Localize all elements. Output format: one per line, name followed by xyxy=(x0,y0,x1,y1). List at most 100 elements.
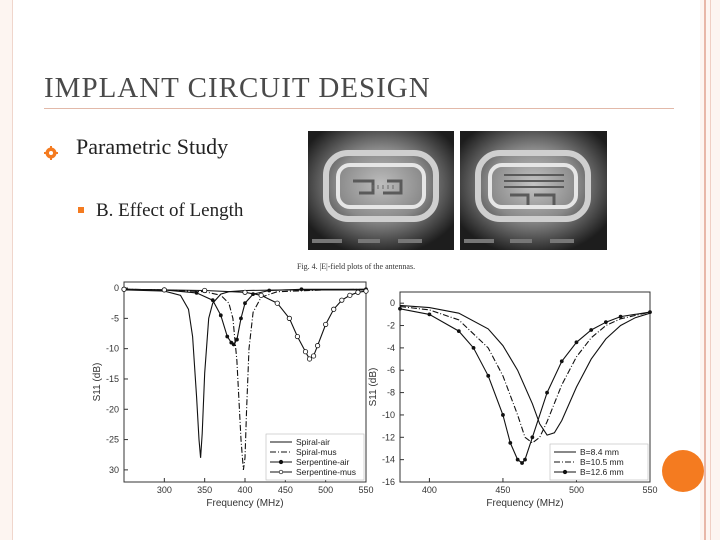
legend-entry: B=12.6 mm xyxy=(580,467,624,477)
series-line-b-12-6-mm xyxy=(399,308,651,464)
bullet-level-1: Parametric Study xyxy=(44,134,228,160)
data-point xyxy=(243,301,247,306)
chart-s11-antenna-types: 300 350 400 450 500 550 0 -5 -10 -15 -20 -25 30 Frequ… xyxy=(92,281,374,509)
bullet-level-2: B. Effect of Length xyxy=(78,200,243,222)
slide-frame-left xyxy=(0,0,13,540)
y-tick-label: -14 xyxy=(382,455,395,465)
x-tick-label: 500 xyxy=(318,485,333,495)
data-point xyxy=(306,356,313,362)
y-tick-label: -10 xyxy=(106,344,119,354)
data-point xyxy=(508,440,513,445)
data-point xyxy=(486,373,491,378)
data-point xyxy=(545,390,549,395)
y-tick-label: -6 xyxy=(387,365,395,375)
y-tick-label: -2 xyxy=(387,321,395,331)
data-point xyxy=(218,313,223,318)
data-point xyxy=(347,292,353,298)
legend-marker xyxy=(278,459,284,465)
data-point xyxy=(210,298,215,303)
data-point xyxy=(229,340,234,345)
y-tick-label: -25 xyxy=(106,435,119,445)
data-point xyxy=(239,316,243,321)
y-tick-label: -16 xyxy=(382,477,395,487)
data-point xyxy=(559,359,564,364)
square-bullet-icon xyxy=(78,206,84,213)
legend-marker xyxy=(562,469,568,475)
y-axis-label: S11 (dB) xyxy=(368,368,379,407)
y-tick-label: -20 xyxy=(106,404,119,414)
x-axis-label: Frequency (MHz) xyxy=(206,498,283,509)
data-point xyxy=(315,343,321,349)
y-tick-label: 0 xyxy=(390,298,395,308)
data-point xyxy=(589,328,594,332)
x-tick-label: 500 xyxy=(569,485,584,495)
data-point xyxy=(202,287,208,294)
data-point xyxy=(603,320,608,325)
data-point xyxy=(302,349,309,355)
y-tick-label: -8 xyxy=(387,388,395,398)
y-tick-label: -15 xyxy=(106,374,119,384)
data-point xyxy=(501,413,505,417)
data-point xyxy=(231,342,236,347)
title-divider xyxy=(44,108,674,109)
y-axis-label: S11 (dB) xyxy=(92,363,103,402)
figure-caption: Fig. 4. |E|-field plots of the antennas. xyxy=(297,262,416,271)
y-tick-label: -4 xyxy=(387,343,395,353)
data-point xyxy=(618,314,623,319)
y-tick-label: -5 xyxy=(111,313,119,323)
data-point xyxy=(310,353,317,359)
y-tick-label: -12 xyxy=(382,432,395,442)
data-point xyxy=(161,287,167,293)
legend-marker xyxy=(278,469,284,475)
bullet-2-text: B. Effect of Length xyxy=(96,200,244,221)
data-point xyxy=(530,435,535,440)
y-tick-label: -10 xyxy=(382,410,395,420)
data-point xyxy=(242,289,248,295)
series-line-spiral-mus xyxy=(123,288,367,470)
x-tick-label: 400 xyxy=(237,485,252,495)
slide-frame-line-inner xyxy=(710,0,711,540)
data-point xyxy=(274,300,280,306)
data-point xyxy=(574,340,579,345)
legend-entry: Spiral-mus xyxy=(296,447,337,457)
data-point xyxy=(225,334,230,339)
data-point xyxy=(323,321,329,328)
slide-title: IMPLANT CIRCUIT DESIGN xyxy=(44,72,431,104)
x-tick-label: 550 xyxy=(642,485,657,495)
y-tick-label: 0 xyxy=(114,283,119,293)
data-point xyxy=(267,288,272,293)
chart-s11-effect-of-length: 400 450 500 550 0 -2 -4 -6 -8 -10 -12 -14 -16 Frequen… xyxy=(368,291,658,509)
x-tick-label: 350 xyxy=(197,485,212,495)
data-point xyxy=(471,345,476,350)
series-line-b-8-4-mm xyxy=(399,304,651,436)
legend-entry: Spiral-air xyxy=(296,437,330,447)
data-point xyxy=(523,457,527,462)
legend-entry: B=10.5 mm xyxy=(580,457,624,467)
data-point xyxy=(363,288,369,294)
x-axis-label: Frequency (MHz) xyxy=(486,498,563,509)
data-point xyxy=(339,297,345,303)
x-tick-label: 450 xyxy=(495,485,510,495)
data-point xyxy=(456,329,461,334)
x-tick-label: 450 xyxy=(278,485,293,495)
series-line-spiral-air xyxy=(123,289,366,458)
slide-frame-line xyxy=(704,0,706,540)
data-point xyxy=(286,315,292,321)
legend-entry: Serpentine-mus xyxy=(296,467,356,477)
legend-entry: B=8.4 mm xyxy=(580,447,619,457)
gear-bullet-icon xyxy=(44,140,58,160)
data-point xyxy=(427,312,432,317)
data-point xyxy=(121,286,127,292)
data-point xyxy=(258,292,264,298)
x-tick-label: 550 xyxy=(358,485,373,495)
x-tick-label: 400 xyxy=(422,485,437,495)
data-point xyxy=(235,337,239,342)
x-tick-label: 300 xyxy=(157,485,172,495)
data-point xyxy=(520,461,524,465)
data-point xyxy=(355,289,361,295)
data-point xyxy=(299,287,304,292)
decorative-orange-circle xyxy=(662,450,704,492)
bullet-1-text: Parametric Study xyxy=(76,134,229,159)
data-point xyxy=(294,333,301,340)
data-point xyxy=(194,291,199,295)
